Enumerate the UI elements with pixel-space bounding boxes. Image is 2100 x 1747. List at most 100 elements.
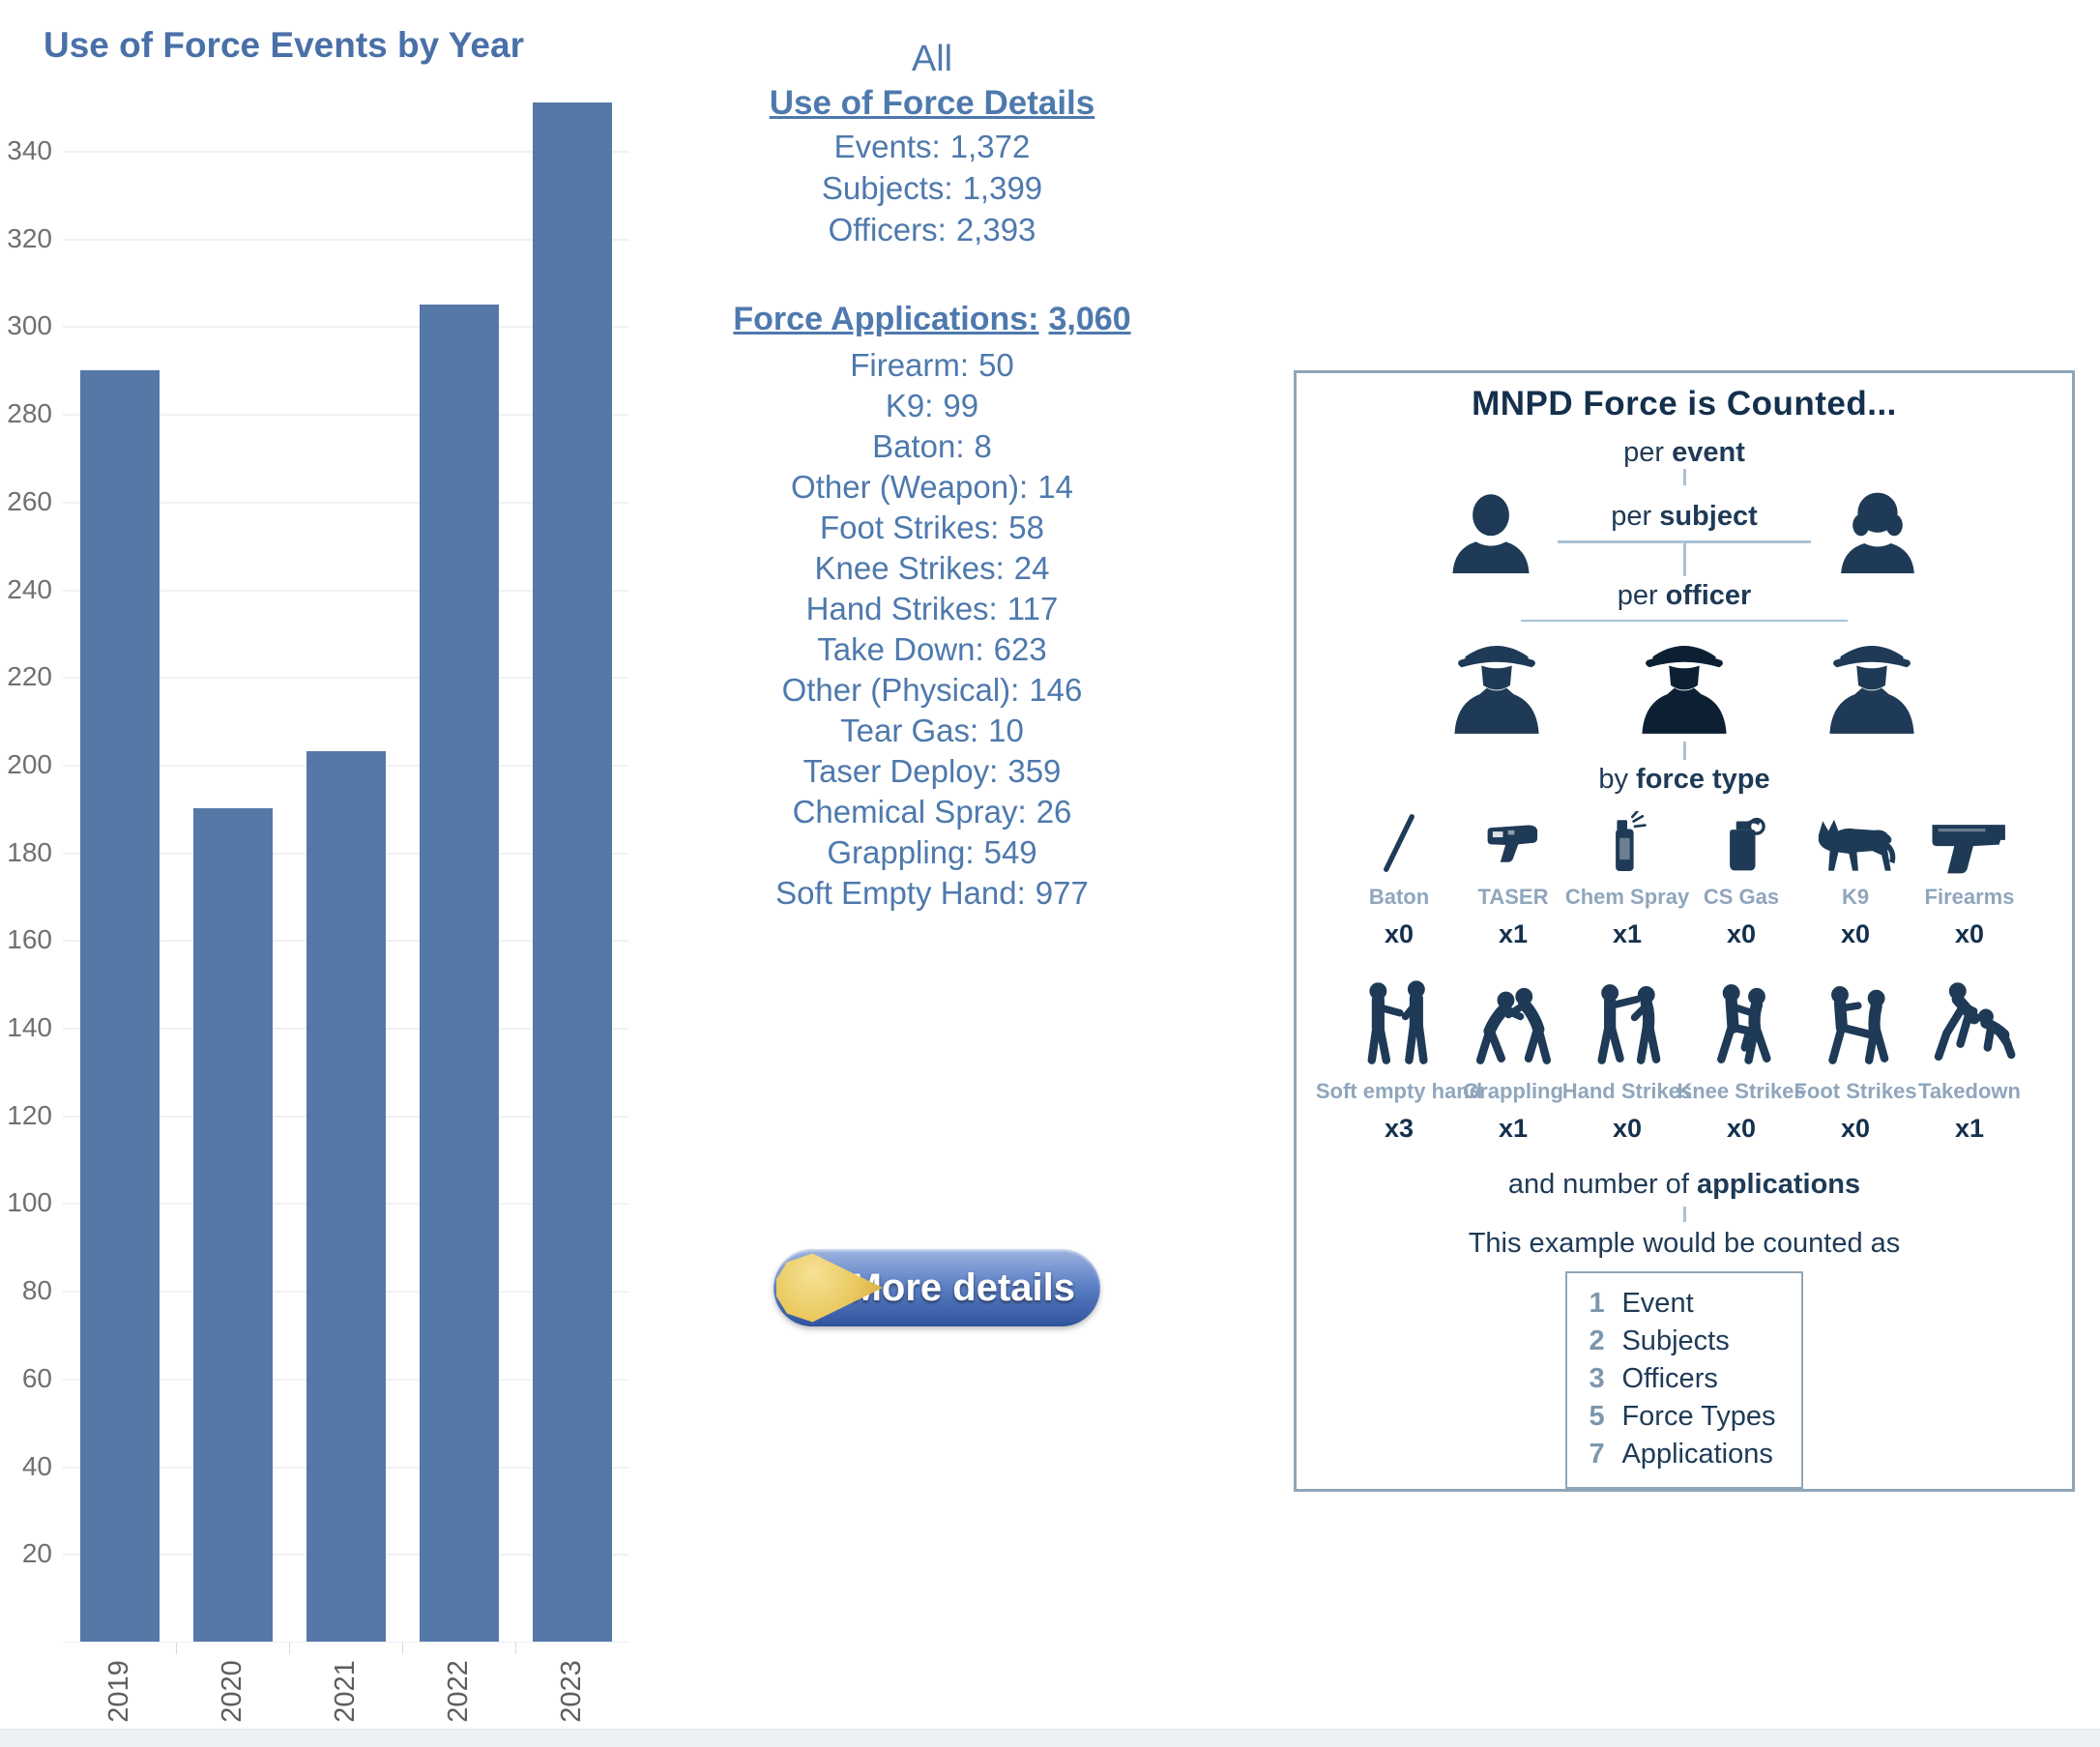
use-of-force-chart: Use of Force Events by Year 20 40 60 80 100 1…	[0, 0, 657, 1740]
force-type-label: Firearms	[1924, 884, 2015, 909]
y-tick-label: 260	[7, 485, 52, 516]
bar-2019[interactable]	[79, 369, 160, 1642]
force-type-count: x1	[1612, 918, 1643, 948]
force-type-count: x0	[1384, 918, 1415, 948]
gridline	[63, 501, 628, 504]
baton-icon	[1353, 811, 1445, 875]
force-type-cell: Chem Spray x1	[1565, 811, 1689, 949]
y-tick-label: 60	[21, 1362, 52, 1393]
force-type-label: Takedown	[1918, 1078, 2021, 1103]
subject-row: per subject	[1449, 487, 1919, 577]
x-tick-mark	[289, 1643, 290, 1654]
applications-heading: Force Applications: 3,060	[733, 301, 1131, 337]
officer-icon	[1823, 631, 1921, 736]
force-type-label: Soft empty hand	[1315, 1078, 1483, 1103]
x-tick-label: 2021	[329, 1659, 361, 1723]
connector-line	[1682, 469, 1686, 486]
force-type-label: Knee Strikes	[1677, 1078, 1806, 1103]
application-line: Taser Deploy: 359	[802, 753, 1062, 789]
force-type-cell: CS Gas x0	[1695, 811, 1788, 949]
grappling-icon	[1463, 978, 1563, 1069]
male-subject-icon	[1449, 487, 1532, 576]
more-details-label: More details	[849, 1266, 1075, 1309]
foot-strikes-icon	[1805, 978, 1906, 1069]
force-type-label: CS Gas	[1703, 884, 1780, 909]
force-type-cell: Takedown x1	[1918, 978, 2021, 1144]
force-type-count: x0	[1840, 1113, 1871, 1143]
force-type-cell: K9 x0	[1809, 811, 1902, 949]
application-line: Foot Strikes: 58	[820, 510, 1044, 545]
x-axis: 2019 2020 2021 2022 2023	[63, 1642, 628, 1739]
connector-line	[1682, 741, 1686, 760]
application-line: Hand Strikes: 117	[805, 591, 1059, 626]
applications-total: 3,060	[1048, 301, 1131, 337]
application-line: Soft Empty Hand: 977	[775, 875, 1089, 911]
force-type-label: K9	[1841, 884, 1870, 909]
takedown-icon	[1919, 978, 2020, 1069]
force-type-count: x0	[1612, 1113, 1643, 1143]
force-type-count: x3	[1384, 1113, 1415, 1143]
y-tick-label: 280	[7, 398, 52, 429]
force-type-label: Chem Spray	[1564, 884, 1690, 909]
force-type-count: x0	[1726, 918, 1757, 948]
x-tick-label: 2022	[442, 1659, 474, 1723]
force-type-cell: Knee Strikes x0	[1677, 978, 1806, 1144]
force-type-row-weapons: Baton x0 TASER x1 Chem Spray x1 CS Gas x…	[1342, 811, 2027, 949]
x-tick-label: 2023	[555, 1659, 587, 1723]
bar-2021[interactable]	[306, 751, 386, 1642]
gridline	[63, 414, 628, 417]
hand-strikes-icon	[1577, 978, 1677, 1069]
y-tick-label: 140	[7, 1012, 52, 1043]
y-tick-label: 100	[7, 1187, 52, 1218]
connector-line	[1682, 1206, 1686, 1223]
force-type-row-physical: Soft empty hand x3 Grappling x1 Hand Str…	[1316, 978, 2027, 1144]
example-count-box: 1 Event 2 Subjects 3 Officers 5 Force Types …	[1565, 1271, 1803, 1490]
firearms-icon	[1923, 811, 2016, 875]
x-tick-label: 2019	[102, 1659, 134, 1723]
infographic-title: MNPD Force is Counted...	[1472, 385, 1897, 422]
force-type-label: Foot Strikes	[1794, 1078, 1917, 1103]
application-line: K9: 99	[885, 388, 979, 423]
force-type-label: Hand Strikes	[1561, 1078, 1693, 1103]
mnpd-counting-infographic: MNPD Force is Counted... per event per s…	[1294, 370, 2075, 1492]
force-type-cell: Baton x0	[1353, 811, 1445, 949]
example-caption: This example would be counted as	[1468, 1228, 1901, 1260]
y-tick-label: 200	[7, 748, 52, 779]
y-tick-label: 80	[21, 1275, 52, 1306]
force-type-label: TASER	[1477, 884, 1549, 909]
application-line: Firearm: 50	[850, 347, 1014, 383]
summary-line: Subjects: 1,399	[821, 170, 1043, 206]
x-tick-mark	[176, 1643, 177, 1654]
force-type-count: x0	[1840, 918, 1871, 948]
y-tick-label: 40	[21, 1450, 52, 1481]
more-details-button[interactable]: More details	[773, 1249, 1100, 1326]
gridline	[63, 151, 628, 154]
bar-2023[interactable]	[532, 102, 612, 1642]
y-tick-label: 220	[7, 661, 52, 692]
gridline	[63, 589, 628, 592]
officer-row	[1447, 631, 1921, 736]
applications-list: Firearm: 50 K9: 99 Baton: 8 Other (Weapon): 14 F…	[665, 345, 1199, 914]
application-line: Take Down: 623	[817, 631, 1047, 667]
bar-2020[interactable]	[192, 808, 273, 1642]
force-type-count: x0	[1954, 918, 1985, 948]
force-type-cell: Firearms x0	[1923, 811, 2016, 949]
force-type-cell: Grappling x1	[1463, 978, 1563, 1144]
force-type-cell: Foot Strikes x0	[1794, 978, 1917, 1144]
y-tick-label: 240	[7, 573, 52, 604]
application-line: Baton: 8	[872, 428, 992, 464]
application-line: Other (Weapon): 14	[791, 469, 1073, 505]
y-tick-label: 180	[7, 836, 52, 867]
y-tick-label: 340	[7, 135, 52, 166]
chem-spray-icon	[1581, 811, 1674, 875]
application-line: Other (Physical): 146	[781, 672, 1083, 708]
x-tick-mark	[402, 1643, 403, 1654]
application-line: Knee Strikes: 24	[814, 550, 1050, 586]
force-type-label: Grappling	[1463, 1078, 1563, 1103]
y-tick-label: 160	[7, 924, 52, 955]
bar-2022[interactable]	[419, 304, 499, 1642]
k9-icon	[1809, 811, 1902, 875]
force-type-count: x1	[1498, 918, 1529, 948]
arrow-icon	[776, 1253, 883, 1323]
knee-strikes-icon	[1691, 978, 1792, 1069]
